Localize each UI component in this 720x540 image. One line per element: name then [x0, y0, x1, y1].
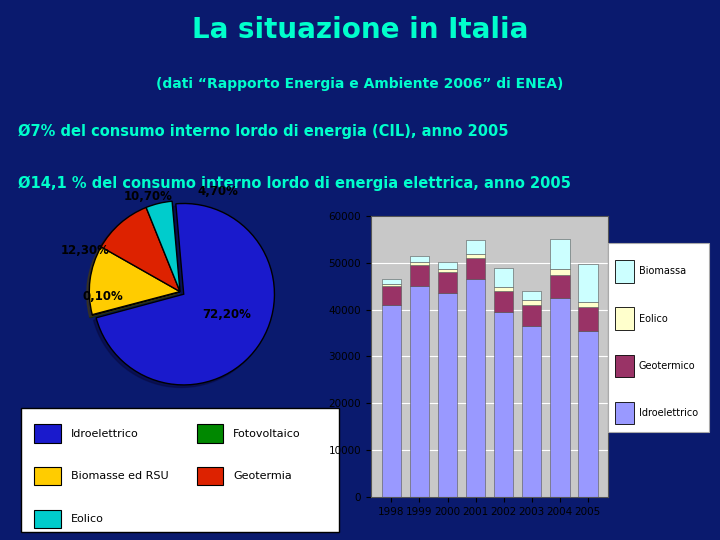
FancyBboxPatch shape — [35, 467, 60, 485]
Text: Eolico: Eolico — [71, 514, 104, 524]
Bar — [382, 305, 401, 497]
Bar — [382, 286, 401, 305]
Bar — [550, 239, 570, 269]
Wedge shape — [92, 292, 180, 315]
FancyBboxPatch shape — [197, 467, 223, 485]
Bar — [550, 274, 570, 298]
Bar — [522, 326, 541, 497]
Bar — [466, 254, 485, 258]
Bar — [466, 240, 485, 254]
Text: 72,20%: 72,20% — [203, 308, 251, 321]
Bar — [410, 256, 429, 262]
Bar — [438, 272, 457, 293]
Bar — [494, 312, 513, 497]
FancyBboxPatch shape — [35, 424, 60, 443]
Text: Ø7% del consumo interno lordo di energia (CIL), anno 2005: Ø7% del consumo interno lordo di energia… — [18, 123, 508, 139]
FancyBboxPatch shape — [616, 354, 634, 377]
Text: Fotovoltaico: Fotovoltaico — [233, 429, 301, 438]
Text: Geotermia: Geotermia — [233, 471, 292, 481]
Bar — [410, 265, 429, 286]
Bar — [466, 258, 485, 279]
Text: Biomasse ed RSU: Biomasse ed RSU — [71, 471, 168, 481]
Bar — [438, 269, 457, 272]
Bar — [550, 298, 570, 497]
FancyBboxPatch shape — [35, 510, 60, 528]
Text: Idroelettrico: Idroelettrico — [639, 408, 698, 418]
Wedge shape — [146, 201, 180, 292]
Text: Ø14,1 % del consumo interno lordo di energia elettrica, anno 2005: Ø14,1 % del consumo interno lordo di ene… — [18, 176, 571, 191]
Text: Geotermico: Geotermico — [639, 361, 696, 371]
Bar — [382, 284, 401, 286]
Wedge shape — [89, 247, 180, 315]
FancyBboxPatch shape — [616, 402, 634, 424]
Text: La situazione in Italia: La situazione in Italia — [192, 16, 528, 44]
FancyBboxPatch shape — [616, 307, 634, 330]
Bar — [522, 305, 541, 326]
Text: Idroelettrico: Idroelettrico — [71, 429, 138, 438]
Bar — [494, 291, 513, 312]
Text: 4,70%: 4,70% — [198, 185, 238, 198]
Wedge shape — [101, 207, 180, 292]
FancyBboxPatch shape — [616, 260, 634, 283]
Text: (dati “Rapporto Energia e Ambiente 2006” di ENEA): (dati “Rapporto Energia e Ambiente 2006”… — [156, 77, 564, 91]
Bar — [494, 268, 513, 287]
Bar — [466, 279, 485, 497]
FancyBboxPatch shape — [197, 424, 223, 443]
Bar — [382, 279, 401, 284]
Bar — [522, 300, 541, 305]
Bar — [578, 302, 598, 307]
Bar — [578, 330, 598, 497]
Text: 0,10%: 0,10% — [83, 289, 123, 302]
Bar — [438, 293, 457, 497]
FancyBboxPatch shape — [608, 243, 709, 432]
Wedge shape — [96, 204, 274, 385]
Bar — [410, 262, 429, 265]
Bar — [578, 264, 598, 302]
Text: Eolico: Eolico — [639, 314, 667, 323]
Bar — [438, 262, 457, 269]
FancyBboxPatch shape — [21, 408, 339, 532]
Bar — [494, 287, 513, 291]
Bar — [522, 291, 541, 300]
Text: 12,30%: 12,30% — [60, 244, 109, 257]
Bar — [410, 286, 429, 497]
Text: Biomassa: Biomassa — [639, 266, 685, 276]
Text: 10,70%: 10,70% — [124, 190, 173, 203]
Bar — [550, 269, 570, 274]
Bar — [578, 307, 598, 330]
